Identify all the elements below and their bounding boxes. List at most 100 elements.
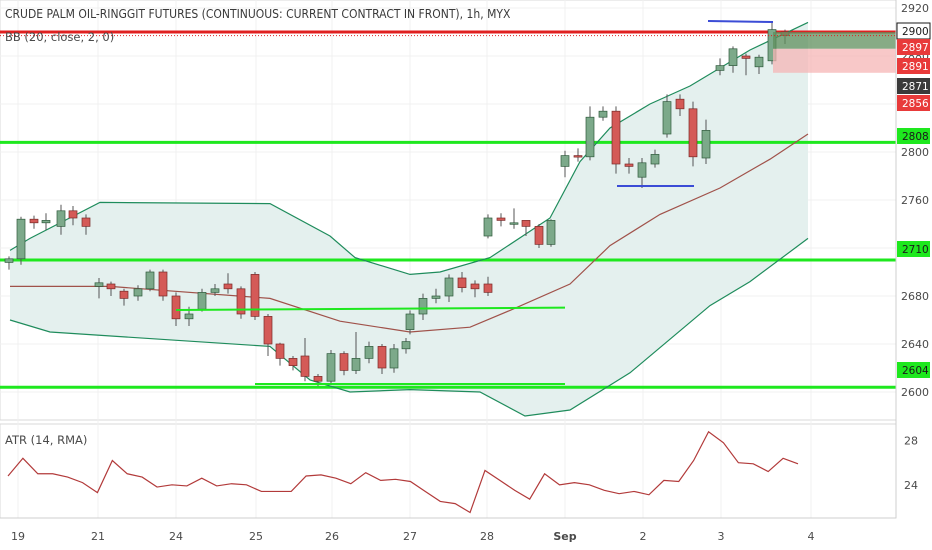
bollinger-basis-line	[10, 133, 809, 333]
candle-body	[688, 108, 698, 158]
price-tag-bg	[897, 241, 930, 257]
candle-body	[624, 163, 634, 167]
price-tag-2710[interactable]: 2710	[897, 241, 930, 257]
candle-body	[662, 101, 672, 135]
price-tag-bg	[897, 58, 930, 74]
candle-body	[56, 210, 66, 227]
candle-body	[444, 277, 454, 297]
candle-body	[701, 130, 711, 159]
price-tick-label: 2760	[901, 194, 929, 207]
candle-body	[68, 210, 78, 219]
date-tick-label: 2	[640, 530, 647, 543]
date-tick-label: 28	[480, 530, 494, 543]
bollinger-upper-line	[9, 21, 809, 276]
candle-body	[29, 218, 39, 224]
candle-body	[509, 222, 519, 225]
price-tick-label: 2680	[901, 290, 929, 303]
date-tick-label: 3	[718, 530, 725, 543]
candle-body	[496, 217, 506, 221]
candle-body	[560, 155, 570, 167]
price-tick-label: 2640	[901, 338, 929, 351]
candle-body	[250, 274, 260, 317]
price-tag-2856[interactable]: 2856	[897, 95, 930, 111]
profit-zone	[773, 32, 896, 49]
price-tag-2900[interactable]: 2900	[896, 22, 931, 40]
atr-panel	[7, 430, 799, 514]
candle-body	[521, 220, 531, 227]
price-tag-bg	[897, 95, 930, 111]
price-tag-text: 2710	[902, 244, 929, 256]
candle-body	[377, 346, 387, 369]
price-tag-bg	[897, 78, 930, 94]
candle-body	[119, 290, 129, 299]
candles	[4, 22, 790, 386]
candle-body	[754, 56, 764, 68]
price-tag-text: 2871	[902, 81, 929, 93]
date-tick-label: 4	[808, 530, 815, 543]
price-tag-2871[interactable]: 2871	[897, 78, 930, 94]
candle-body	[483, 283, 493, 293]
trend-lines[interactable]	[175, 20, 774, 385]
candle-body	[675, 98, 685, 110]
candle-body	[401, 341, 411, 350]
candle-body	[728, 48, 738, 66]
price-tag-text: 2900	[902, 26, 929, 38]
price-tag-text: 2808	[902, 131, 929, 143]
date-tick-label: 27	[403, 530, 417, 543]
price-tag-bg	[897, 128, 930, 144]
candle-body	[534, 226, 544, 245]
candle-body	[300, 355, 310, 377]
candle-body	[637, 162, 647, 178]
trend-line-blue-upper	[707, 20, 774, 23]
candle-body	[457, 277, 467, 288]
horizontal-levels[interactable]	[0, 30, 896, 389]
price-tag-text: 2604	[902, 365, 929, 377]
candle-body	[598, 110, 608, 118]
candle-body	[741, 55, 751, 59]
bollinger-lines	[9, 21, 809, 417]
trend-line-green-upper	[175, 306, 566, 311]
candle-body	[573, 155, 583, 158]
candle-body	[389, 348, 399, 369]
date-tick-label: 26	[325, 530, 339, 543]
candle-body	[715, 65, 725, 71]
date-tick-label: 19	[11, 530, 25, 543]
candle-body	[351, 358, 361, 371]
candle-body	[650, 154, 660, 165]
candle-body	[4, 258, 14, 263]
date-tick-label: 24	[169, 530, 183, 543]
date-tick-label: 21	[91, 530, 105, 543]
atr-tick-label: 24	[904, 479, 918, 492]
candle-body	[585, 116, 595, 158]
candle-body	[470, 283, 480, 290]
candle-body	[158, 271, 168, 297]
candle-body	[275, 343, 285, 359]
candle-body	[145, 271, 155, 290]
price-tag-text: 2856	[902, 98, 929, 110]
price-tick-label: 2600	[901, 386, 929, 399]
bollinger-lower-line	[9, 237, 809, 417]
atr-line	[7, 430, 799, 514]
price-tag-2808[interactable]: 2808	[897, 128, 930, 144]
price-tag-2604[interactable]: 2604	[897, 362, 930, 378]
price-tag-2891[interactable]: 2891	[897, 58, 930, 74]
bollinger-label[interactable]: BB (20, close, 2, 0)	[5, 30, 115, 44]
atr-label[interactable]: ATR (14, RMA)	[5, 433, 88, 447]
candle-body	[236, 288, 246, 315]
candle-body	[210, 288, 220, 293]
bollinger-fill	[10, 22, 808, 417]
candle-body	[546, 220, 556, 245]
candle-body	[184, 313, 194, 320]
price-tag-2897[interactable]: 2897	[897, 39, 930, 55]
bollinger-band-fill	[10, 22, 808, 417]
candle-body	[106, 283, 116, 290]
chart-title: CRUDE PALM OIL-RINGGIT FUTURES (CONTINUO…	[5, 7, 511, 21]
price-tick-label: 2920	[901, 2, 929, 15]
candle-body	[16, 218, 26, 260]
candle-body	[326, 353, 336, 382]
loss-zone	[773, 48, 896, 73]
position-zone[interactable]	[0, 32, 896, 73]
candle-body	[94, 282, 104, 287]
